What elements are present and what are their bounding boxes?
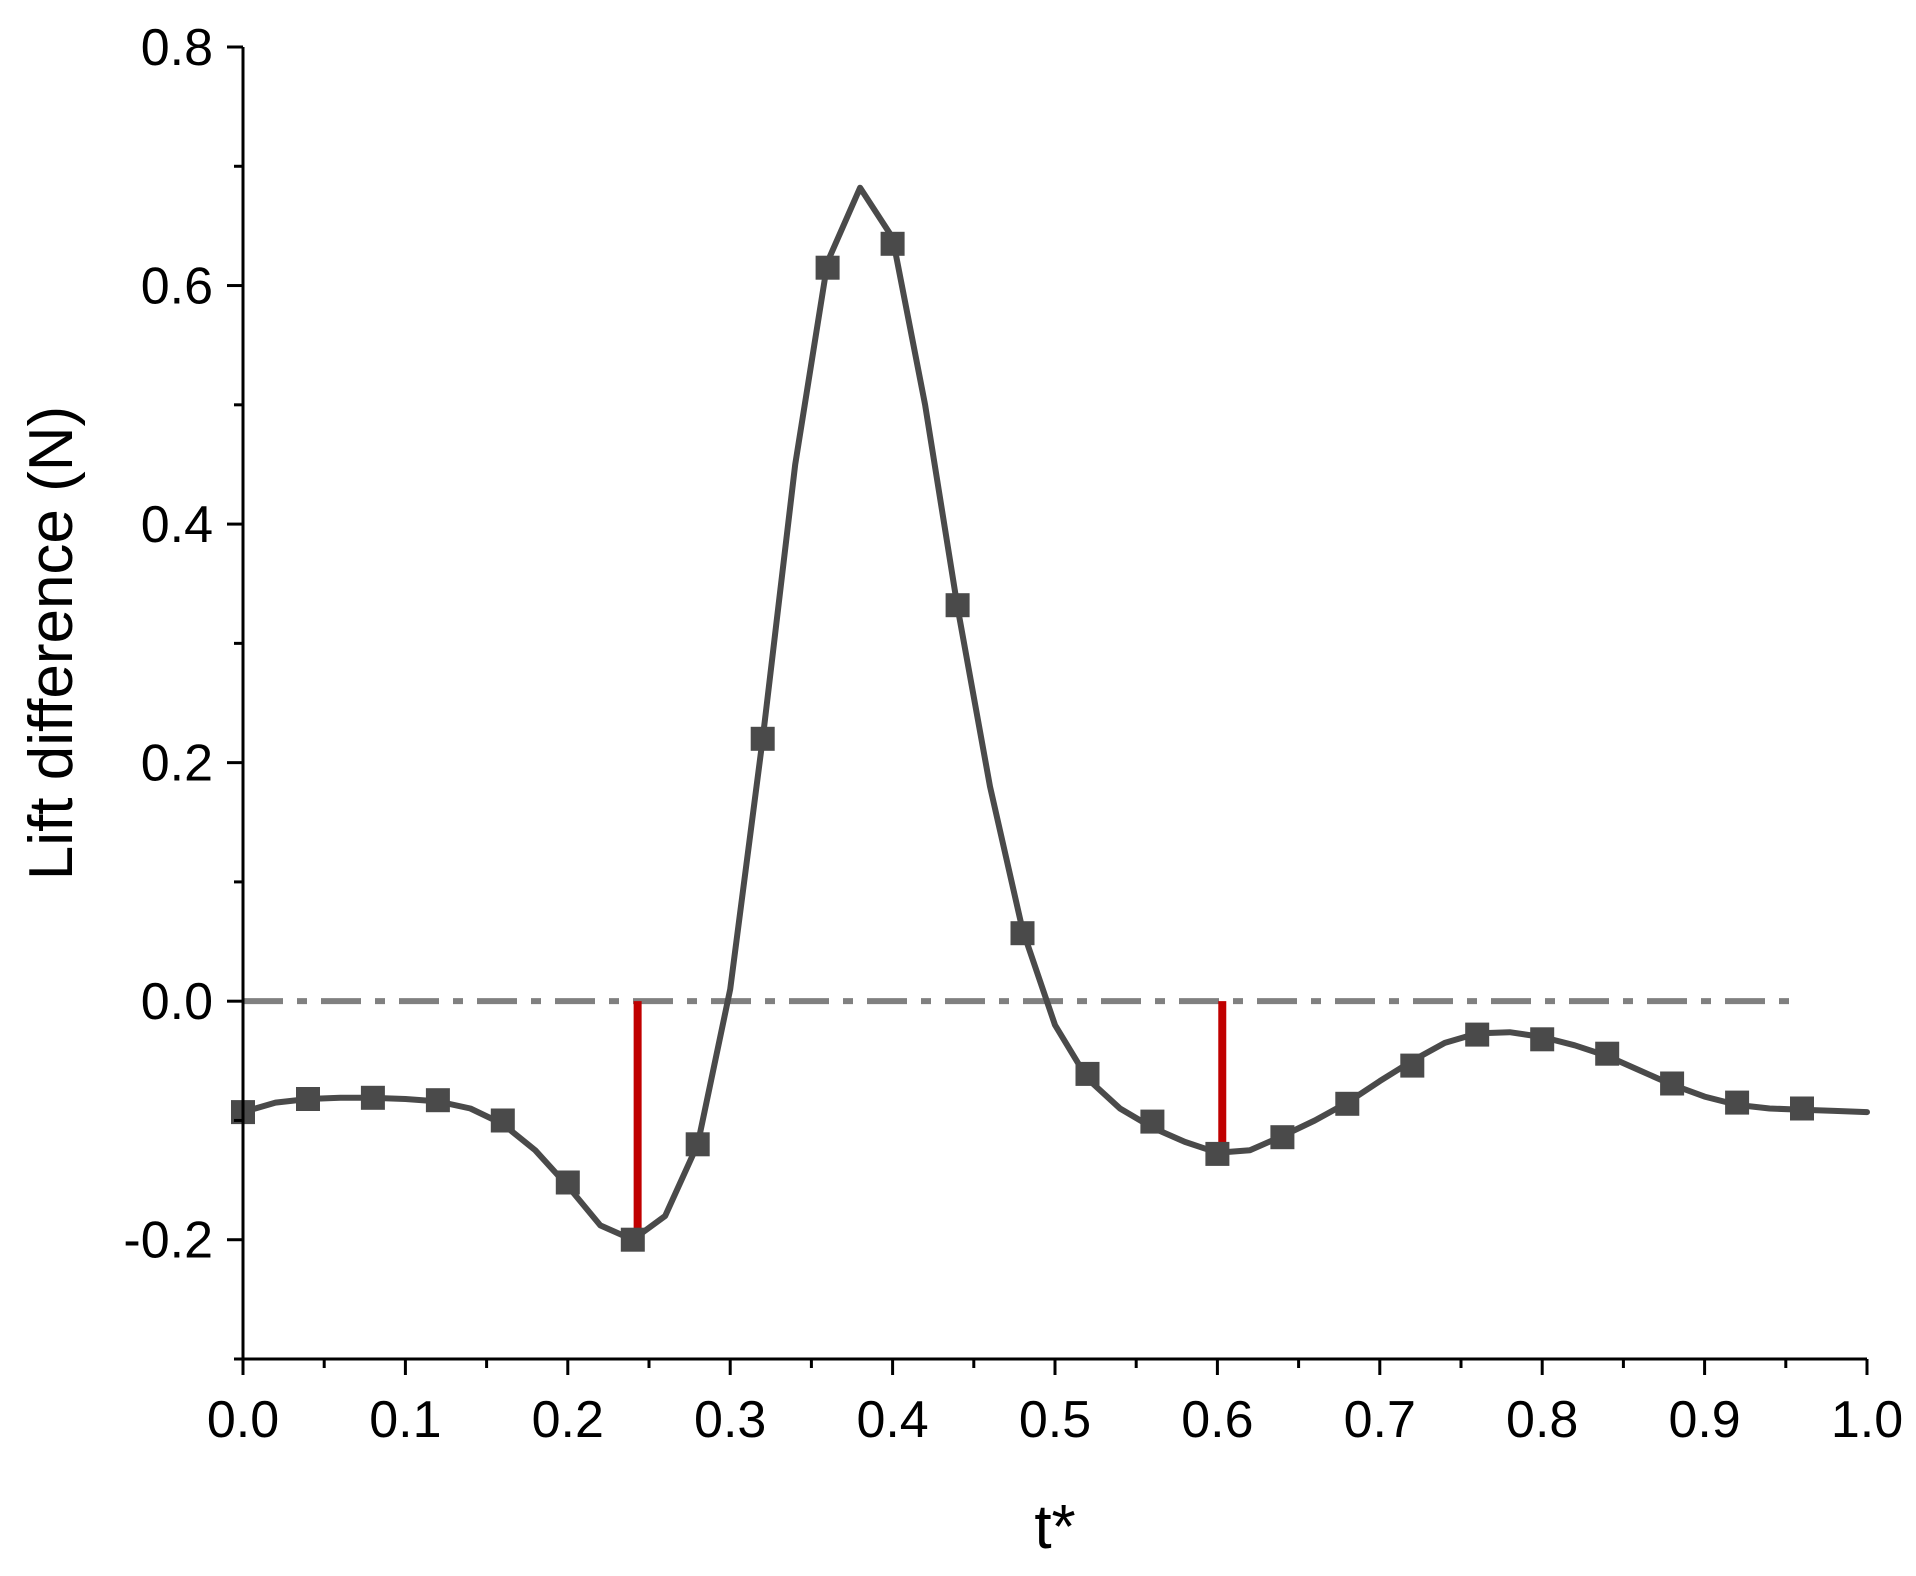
data-point: [555, 1170, 580, 1195]
x-tick-label: 0.2: [532, 1391, 604, 1449]
x-axis-ticks: 0.0 0.1 0.2 0.3 0.4 0.5 0.6 0.7 0.8 0.9 1.0: [207, 1359, 1903, 1449]
data-point: [1140, 1109, 1165, 1134]
y-tick-label: 0.8: [141, 19, 213, 77]
series-line: [240, 184, 1870, 1243]
x-axis-title: t*: [1034, 1493, 1075, 1562]
x-tick-label: 0.8: [1506, 1391, 1578, 1449]
x-tick-label: 0.4: [856, 1391, 928, 1449]
series-layer: [231, 184, 1870, 1252]
y-tick-label: 0.4: [141, 496, 213, 554]
x-tick-label: 0.0: [207, 1391, 279, 1449]
y-tick-label: 0.6: [141, 258, 213, 316]
data-point: [815, 255, 840, 280]
drop-line-layer: [633, 1001, 1227, 1240]
data-point: [296, 1087, 320, 1111]
x-tick-label: 0.7: [1344, 1391, 1416, 1449]
data-point: [685, 1132, 710, 1157]
data-point: [750, 726, 775, 751]
data-point: [425, 1088, 450, 1113]
data-point: [490, 1108, 515, 1133]
data-point: [1530, 1027, 1555, 1052]
x-tick-label: 0.9: [1668, 1391, 1740, 1449]
data-point: [1400, 1053, 1425, 1078]
y-tick-label: 0.0: [141, 973, 213, 1031]
data-point: [1660, 1071, 1685, 1096]
y-tick-label: 0.2: [141, 735, 213, 793]
y-tick-label: -0.2: [123, 1212, 213, 1270]
x-tick-label: 1.0: [1831, 1391, 1903, 1449]
x-tick-label: 0.1: [369, 1391, 441, 1449]
data-point: [360, 1085, 385, 1110]
data-point: [945, 593, 970, 618]
x-tick-label: 0.3: [694, 1391, 766, 1449]
y-axis-title: Lift difference (N): [17, 406, 86, 880]
data-point: [1075, 1061, 1100, 1086]
data-point: [1270, 1125, 1295, 1150]
data-point: [1790, 1096, 1814, 1121]
x-tick-label: 0.5: [1019, 1391, 1091, 1449]
data-point: [1465, 1022, 1490, 1047]
data-point: [1595, 1041, 1620, 1066]
data-point: [1335, 1091, 1360, 1116]
data-point: [880, 231, 905, 256]
axes: [241, 47, 1867, 1361]
data-point: [1725, 1090, 1750, 1115]
data-point: [620, 1227, 645, 1252]
x-tick-label: 0.6: [1181, 1391, 1253, 1449]
y-axis-ticks: -0.2 0.0 0.2 0.4 0.6 0.8: [123, 19, 243, 1361]
data-point: [1205, 1141, 1230, 1166]
data-point: [1010, 921, 1035, 946]
